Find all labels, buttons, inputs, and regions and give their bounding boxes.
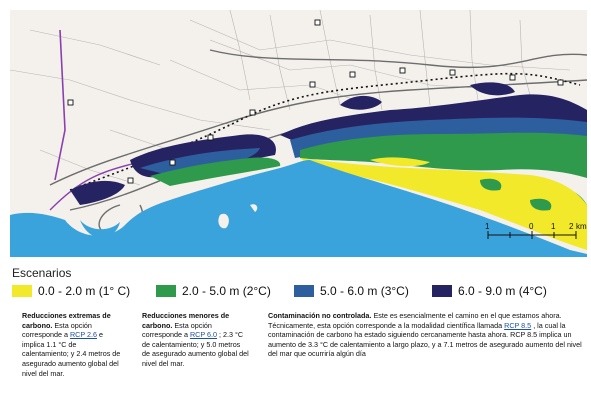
- station-markers: [67, 19, 564, 184]
- flood-zone-1c: [300, 157, 587, 250]
- scenario-text: Esta opción corresponde a: [142, 320, 212, 340]
- scenario-desc-uncontrolled: Contaminación no controlada. Este es ese…: [268, 311, 586, 359]
- rcp-link[interactable]: RCP 2.6: [69, 330, 97, 340]
- scenario-text: ; 2.3 °C de calentamiento; y 5.0 metros …: [142, 330, 249, 368]
- scale-tick-1: 1: [485, 222, 490, 231]
- legend-label: 0.0 - 2.0 m (1° C): [38, 284, 131, 298]
- rcp-link[interactable]: RCP 6.0: [189, 330, 217, 340]
- scenario-heading: Reducciones extremas de carbono.: [22, 311, 111, 330]
- scenario-text: Este es esencialmente el camino en el qu…: [268, 311, 562, 330]
- legend-swatch-green: [156, 285, 176, 297]
- scenario-text: e implica 1.1 °C de calentamiento; y 2.4…: [22, 330, 121, 378]
- scale-tick-2: 2: [569, 222, 574, 231]
- island: [218, 213, 229, 229]
- corridor-route: [54, 29, 66, 181]
- legend-title: Escenarios: [12, 266, 72, 280]
- legend: 0.0 - 2.0 m (1° C) 2.0 - 5.0 m (2°C) 5.0…: [12, 284, 587, 299]
- legend-label: 2.0 - 5.0 m (2°C): [182, 284, 271, 298]
- scenario-desc-extreme: Reducciones extremas de carbono. Esta op…: [22, 311, 122, 378]
- scale-bar: 1 0 1 2 km: [485, 222, 587, 239]
- scenario-heading: Reducciones menores de carbono.: [142, 311, 230, 330]
- flood-map: 1 0 1 2 km: [10, 10, 587, 257]
- transit-line: [69, 72, 581, 191]
- legend-label: 5.0 - 6.0 m (3°C): [320, 284, 409, 298]
- legend-swatch-blue: [294, 285, 314, 297]
- scale-unit: km: [576, 222, 587, 231]
- rcp-link[interactable]: RCP 8.5: [504, 320, 532, 330]
- scenario-desc-minor: Reducciones menores de carbono. Esta opc…: [142, 311, 250, 369]
- scale-tick-1b: 1: [551, 222, 556, 231]
- sea: [10, 160, 587, 257]
- legend-swatch-navy: [432, 285, 452, 297]
- scenario-text: Esta opción corresponde a: [22, 320, 92, 340]
- legend-label: 6.0 - 9.0 m (4°C): [458, 284, 547, 298]
- scale-tick-0: 0: [529, 222, 534, 231]
- scenario-heading: Contaminación no controlada.: [268, 311, 372, 320]
- legend-swatch-yellow: [12, 285, 32, 297]
- scenario-text: , la cual la contaminación de carbono ha…: [268, 320, 582, 359]
